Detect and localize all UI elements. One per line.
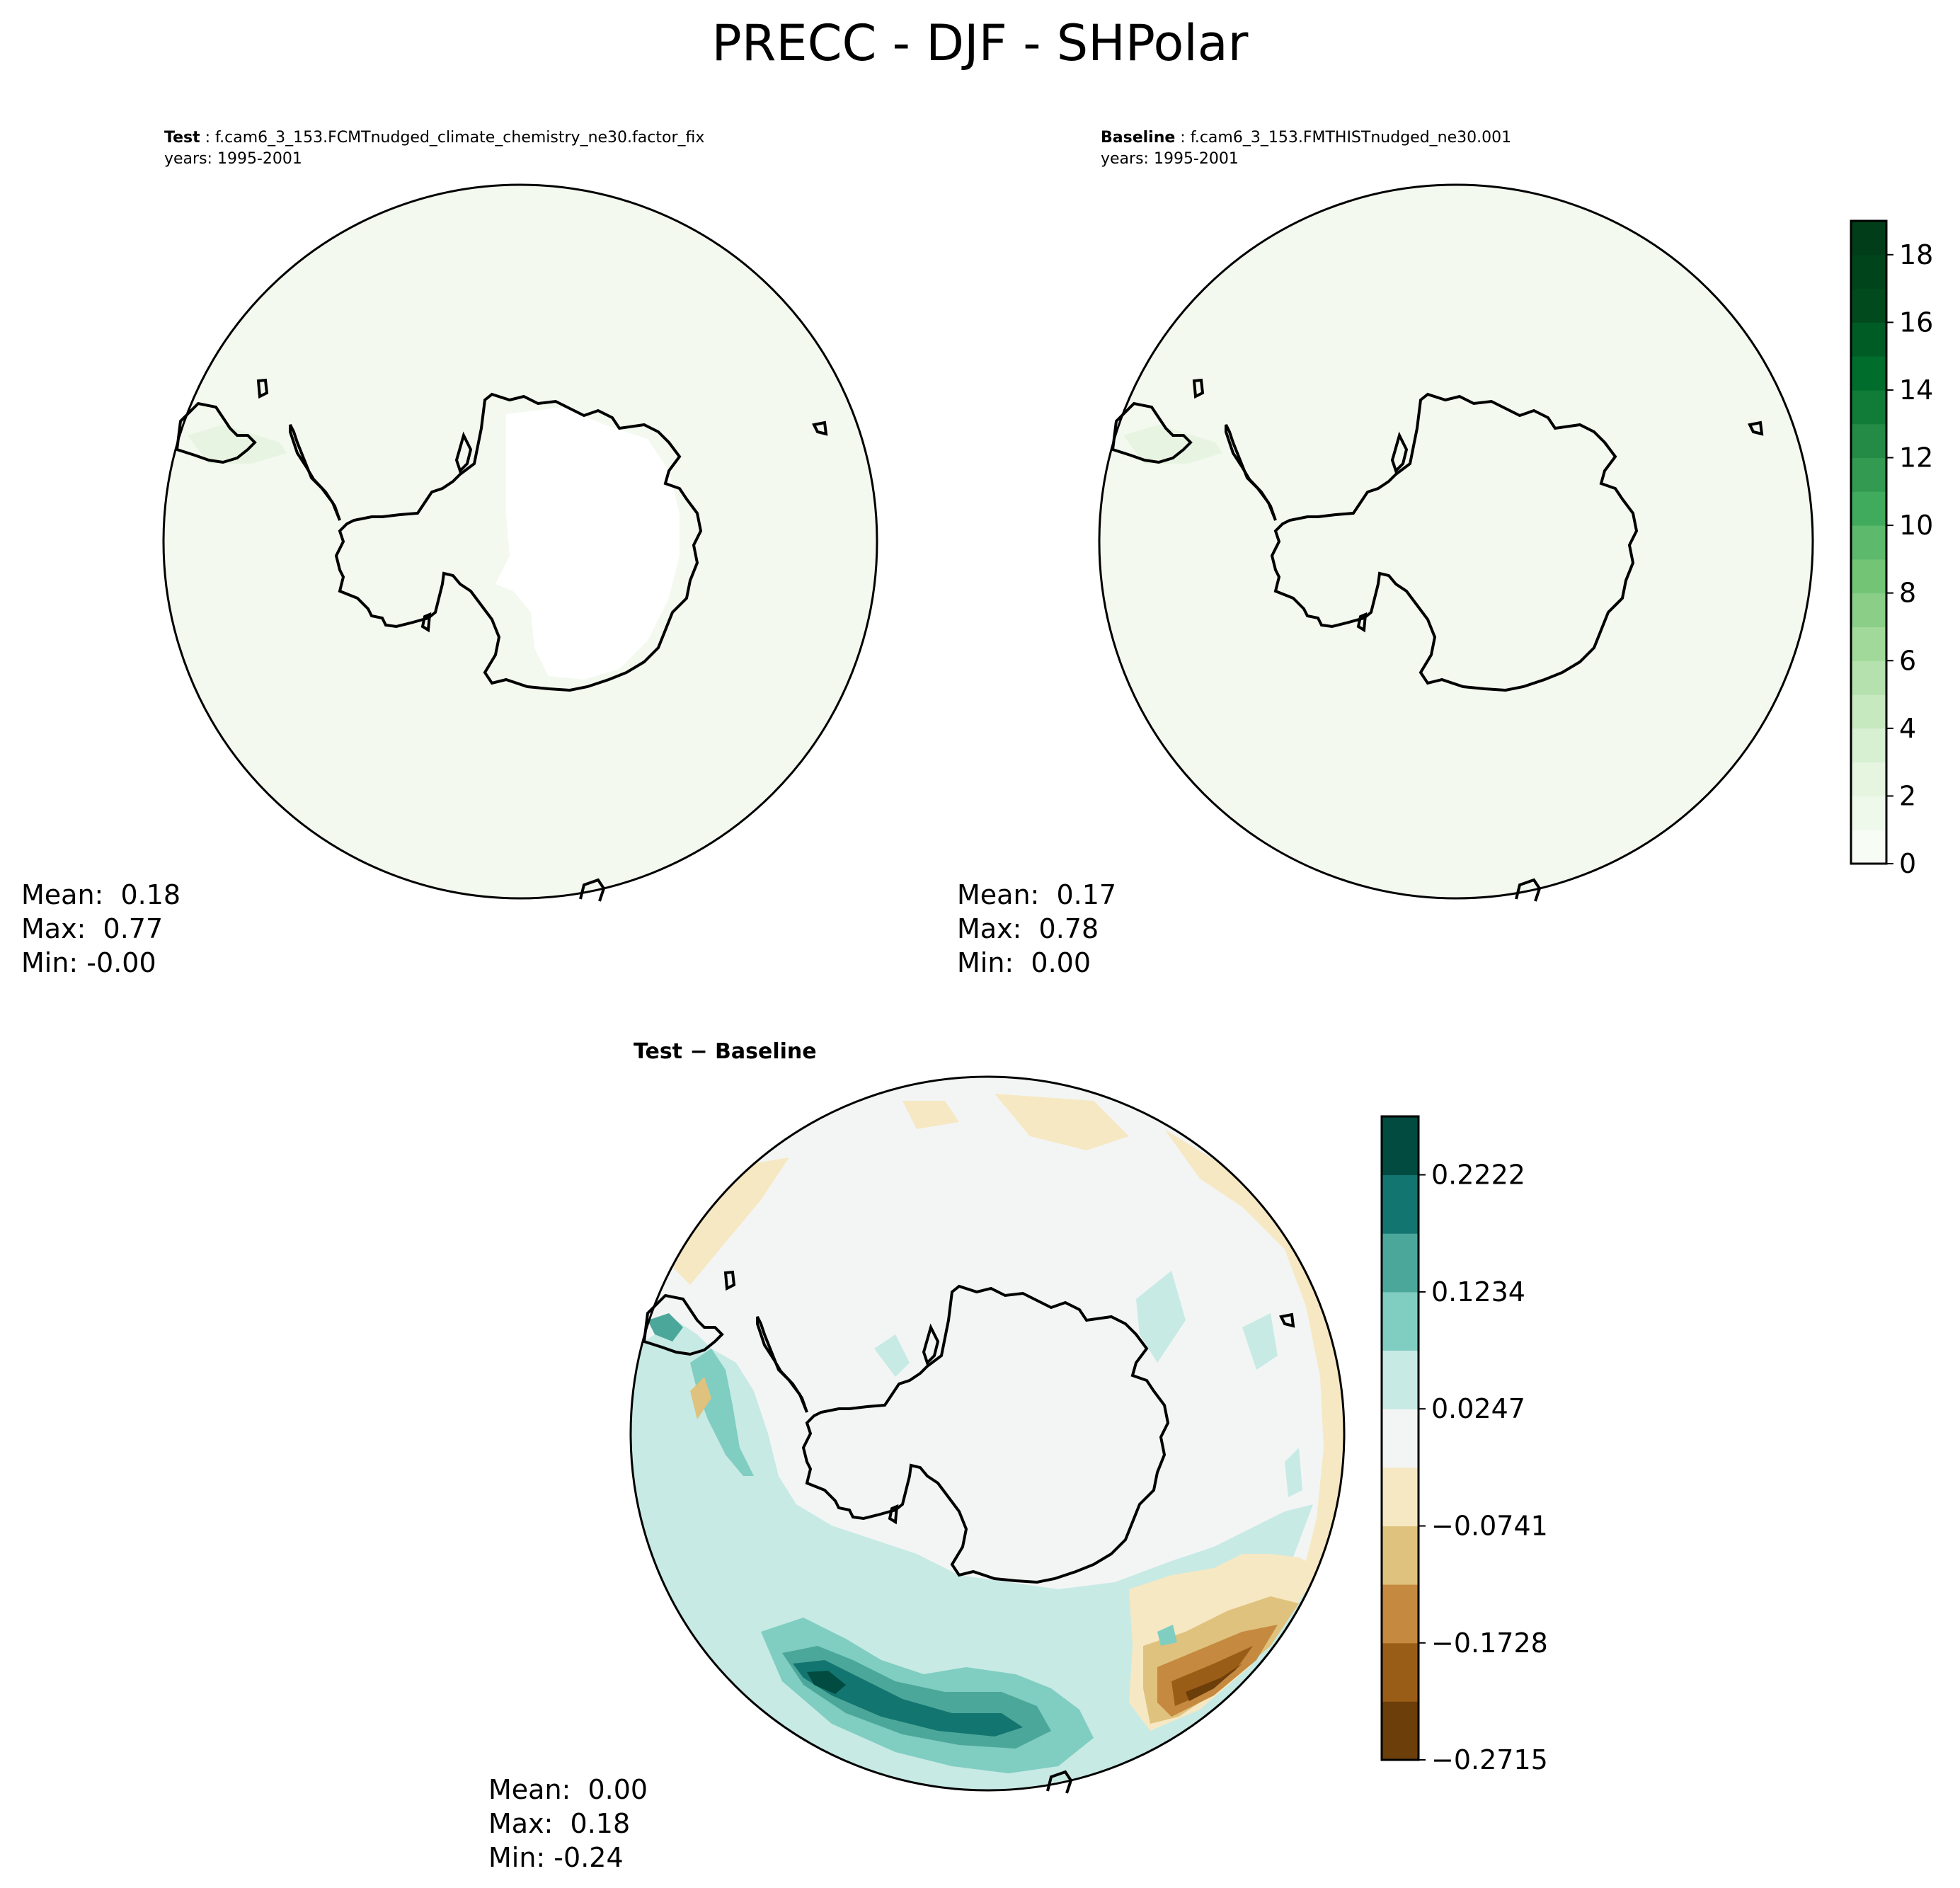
greens-colorbar-segment xyxy=(1851,457,1886,492)
greens-colorbar-segment xyxy=(1851,728,1886,763)
greens-colorbar-frame xyxy=(1850,219,1888,865)
brbg-colorbar-tick-label: −0.2715 xyxy=(1431,1744,1548,1775)
greens-colorbar-tick-label: 18 xyxy=(1899,239,1933,270)
greens-colorbar-segment xyxy=(1851,694,1886,729)
brbg-colorbar-tick-label: 0.0247 xyxy=(1431,1393,1525,1424)
test-years: years: 1995-2001 xyxy=(164,150,302,168)
brbg-colorbar-frame xyxy=(1380,1115,1420,1761)
brbg-colorbar-segment xyxy=(1382,1409,1419,1468)
test-label: Test xyxy=(164,129,200,147)
baseline-map xyxy=(1098,183,1814,902)
baseline-panel-header: Baseline : f.cam6_3_153.FMTHISTnudged_ne… xyxy=(1101,129,1512,168)
brbg-colorbar-segment xyxy=(1382,1233,1419,1293)
greens-colorbar-tick-label: 4 xyxy=(1899,713,1916,744)
greens-colorbar: 0 2 4 6 8 10 12 14 16 18 xyxy=(1850,219,1933,879)
greens-colorbar-segment xyxy=(1851,559,1886,594)
greens-colorbar-segment xyxy=(1851,627,1886,661)
greens-colorbar-segment xyxy=(1851,221,1886,256)
greens-colorbar-segment xyxy=(1851,762,1886,796)
brbg-colorbar-segment xyxy=(1382,1467,1419,1527)
diff-map xyxy=(629,1075,1346,1794)
diff-max: Max: 0.18 xyxy=(488,1808,631,1839)
brbg-colorbar-segment xyxy=(1382,1116,1419,1176)
brbg-colorbar-segment xyxy=(1382,1584,1419,1644)
baseline-min: Min: 0.00 xyxy=(957,947,1091,978)
greens-colorbar-segment xyxy=(1851,389,1886,425)
greens-colorbar-segment xyxy=(1851,254,1886,290)
baseline-max: Max: 0.78 xyxy=(957,913,1099,944)
baseline-mean: Mean: 0.17 xyxy=(957,879,1117,910)
greens-colorbar-tick-label: 12 xyxy=(1899,442,1933,474)
brbg-colorbar-segment xyxy=(1382,1291,1419,1351)
greens-colorbar-segment xyxy=(1851,525,1886,560)
brbg-colorbar-tick-label: 0.2222 xyxy=(1431,1160,1525,1191)
greens-colorbar-tick-label: 16 xyxy=(1899,307,1933,338)
brbg-colorbar-segment xyxy=(1382,1174,1419,1234)
greens-colorbar-segment xyxy=(1851,593,1886,627)
test-panel-header: Test : f.cam6_3_153.FCMTnudged_climate_c… xyxy=(164,129,705,168)
greens-colorbar-segment xyxy=(1851,322,1886,357)
diff-stats: Mean: 0.00 Max: 0.18 Min: -0.24 xyxy=(488,1773,648,1875)
greens-colorbar-tick-label: 8 xyxy=(1899,578,1916,609)
greens-colorbar-tick-label: 2 xyxy=(1899,780,1916,811)
diff-min: Min: -0.24 xyxy=(488,1842,624,1873)
greens-colorbar-tick-label: 14 xyxy=(1899,374,1933,406)
baseline-stats: Mean: 0.17 Max: 0.78 Min: 0.00 xyxy=(957,878,1116,980)
brbg-colorbar-tick-label: 0.1234 xyxy=(1431,1276,1525,1308)
brbg-colorbar: −0.2715 −0.1728 −0.0741 0.0247 0.1234 0.2222 xyxy=(1380,1115,1548,1775)
greens-colorbar-tick-label: 10 xyxy=(1899,510,1933,541)
brbg-colorbar-segment xyxy=(1382,1526,1419,1585)
test-max: Max: 0.77 xyxy=(21,913,164,944)
baseline-label: Baseline xyxy=(1101,129,1176,147)
greens-colorbar-segment xyxy=(1851,660,1886,695)
greens-colorbar-segment xyxy=(1851,491,1886,526)
diff-panel-title: Test − Baseline xyxy=(634,1039,817,1064)
test-map xyxy=(162,183,878,902)
greens-colorbar-segment xyxy=(1851,796,1886,830)
greens-colorbar-segment xyxy=(1851,830,1886,864)
test-min: Min: -0.00 xyxy=(21,947,156,978)
brbg-colorbar-segment xyxy=(1382,1350,1419,1409)
baseline-years: years: 1995-2001 xyxy=(1101,150,1239,168)
brbg-colorbar-tick-label: −0.0741 xyxy=(1431,1511,1548,1542)
test-stats: Mean: 0.18 Max: 0.77 Min: -0.00 xyxy=(21,878,180,980)
greens-colorbar-tick-label: 6 xyxy=(1899,645,1916,676)
brbg-colorbar-segment xyxy=(1382,1642,1419,1702)
brbg-colorbar-tick-label: −0.1728 xyxy=(1431,1627,1548,1659)
test-case-name: f.cam6_3_153.FCMTnudged_climate_chemistr… xyxy=(215,129,705,147)
greens-colorbar-segment xyxy=(1851,423,1886,459)
figure-title: PRECC - DJF - SHPolar xyxy=(711,14,1249,72)
test-mean: Mean: 0.18 xyxy=(21,879,181,910)
greens-colorbar-segment xyxy=(1851,288,1886,323)
greens-colorbar-tick-label: 0 xyxy=(1899,848,1916,879)
brbg-colorbar-segment xyxy=(1382,1701,1419,1761)
greens-colorbar-segment xyxy=(1851,356,1886,391)
diff-mean: Mean: 0.00 xyxy=(488,1774,648,1805)
baseline-case-name: f.cam6_3_153.FMTHISTnudged_ne30.001 xyxy=(1190,129,1512,147)
